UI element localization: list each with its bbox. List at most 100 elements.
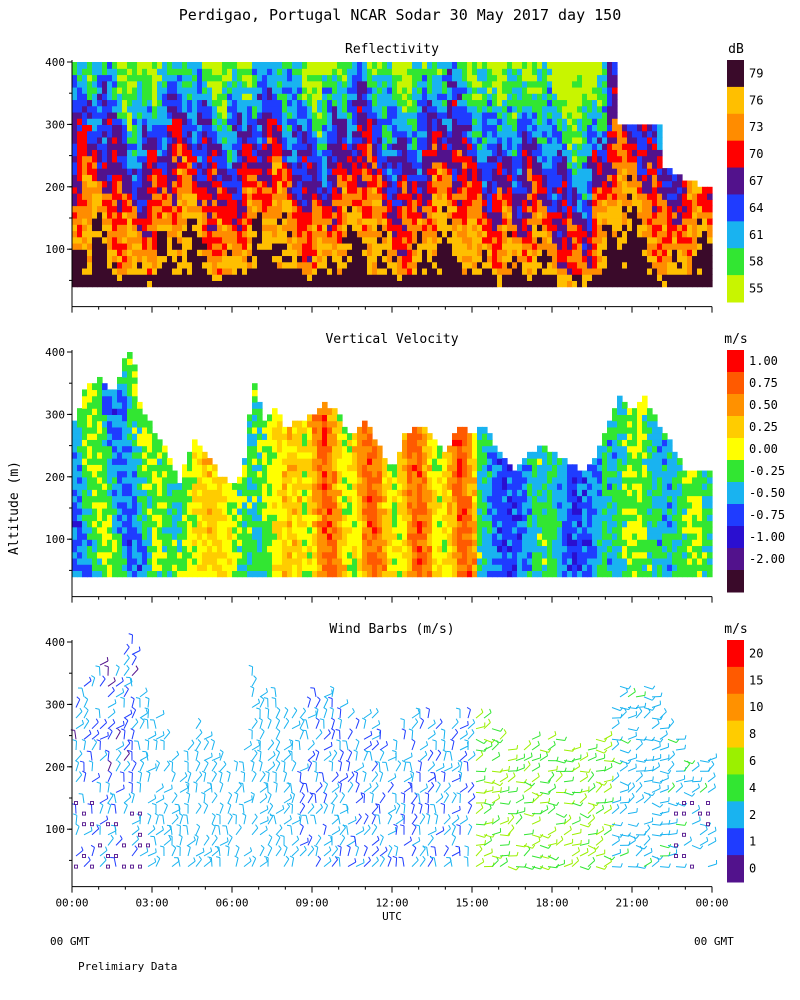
reflectivity-cell bbox=[587, 249, 593, 257]
reflectivity-cell bbox=[232, 211, 238, 219]
reflectivity-cell bbox=[92, 155, 98, 163]
reflectivity-cell bbox=[212, 149, 218, 157]
velocity-cell bbox=[92, 514, 98, 522]
reflectivity-cell bbox=[157, 62, 163, 69]
reflectivity-cell bbox=[307, 136, 313, 144]
reflectivity-cell bbox=[687, 249, 693, 257]
reflectivity-cell bbox=[277, 180, 283, 188]
reflectivity-cell bbox=[542, 280, 548, 288]
reflectivity-cell bbox=[272, 205, 278, 213]
reflectivity-cell bbox=[132, 199, 138, 207]
reflectivity-cell bbox=[532, 218, 538, 225]
reflectivity-cell bbox=[152, 105, 158, 113]
reflectivity-cell bbox=[437, 224, 443, 232]
velocity-cell bbox=[127, 464, 133, 472]
reflectivity-cell bbox=[402, 80, 408, 88]
reflectivity-cell bbox=[362, 249, 368, 257]
reflectivity-cell bbox=[427, 180, 433, 188]
reflectivity-cell bbox=[342, 80, 348, 88]
reflectivity-cell bbox=[172, 161, 178, 169]
reflectivity-cell bbox=[667, 249, 673, 257]
reflectivity-cell bbox=[447, 161, 453, 169]
reflectivity-cell bbox=[237, 261, 243, 269]
reflectivity-cell bbox=[492, 62, 498, 69]
velocity-cell bbox=[92, 539, 98, 547]
reflectivity-cell bbox=[127, 143, 133, 150]
reflectivity-cell bbox=[527, 193, 533, 200]
reflectivity-cell bbox=[207, 124, 213, 132]
reflectivity-cell bbox=[397, 99, 403, 107]
reflectivity-cell bbox=[427, 249, 433, 257]
velocity-cell bbox=[107, 439, 113, 447]
reflectivity-cell bbox=[362, 143, 368, 150]
reflectivity-cell bbox=[627, 186, 633, 194]
reflectivity-cell bbox=[492, 118, 498, 125]
reflectivity-cell bbox=[382, 180, 388, 188]
reflectivity-cell bbox=[697, 249, 703, 257]
reflectivity-cell bbox=[507, 130, 513, 138]
reflectivity-cell bbox=[327, 161, 333, 169]
reflectivity-cell bbox=[187, 149, 193, 157]
reflectivity-cell bbox=[657, 274, 663, 281]
reflectivity-cell bbox=[442, 224, 448, 232]
reflectivity-cell bbox=[132, 255, 138, 263]
reflectivity-cell bbox=[102, 230, 108, 238]
reflectivity-cell bbox=[517, 161, 523, 169]
reflectivity-cell bbox=[502, 274, 508, 281]
reflectivity-cell bbox=[492, 136, 498, 144]
reflectivity-cell bbox=[467, 218, 473, 225]
reflectivity-cell bbox=[467, 255, 473, 263]
reflectivity-cell bbox=[302, 186, 308, 194]
reflectivity-cell bbox=[102, 180, 108, 188]
reflectivity-cell bbox=[417, 118, 423, 125]
reflectivity-cell bbox=[407, 143, 413, 150]
reflectivity-cell bbox=[617, 280, 623, 288]
reflectivity-cell bbox=[72, 68, 78, 76]
velocity-cell bbox=[82, 545, 88, 553]
reflectivity-cell bbox=[407, 118, 413, 125]
reflectivity-cell bbox=[342, 86, 348, 94]
reflectivity-cell bbox=[412, 205, 418, 213]
reflectivity-cell bbox=[437, 143, 443, 150]
reflectivity-cell bbox=[177, 186, 183, 194]
reflectivity-cell bbox=[192, 136, 198, 144]
reflectivity-cell bbox=[597, 249, 603, 257]
reflectivity-cell bbox=[187, 211, 193, 219]
reflectivity-cell bbox=[487, 274, 493, 281]
reflectivity-cell bbox=[477, 105, 483, 113]
reflectivity-cell bbox=[337, 155, 343, 163]
reflectivity-cell bbox=[117, 205, 123, 213]
reflectivity-cell bbox=[412, 236, 418, 244]
reflectivity-cell bbox=[322, 280, 328, 288]
velocity-cell bbox=[157, 476, 163, 484]
reflectivity-cell bbox=[97, 161, 103, 169]
reflectivity-cell bbox=[152, 274, 158, 281]
reflectivity-cell bbox=[602, 68, 608, 76]
reflectivity-cell bbox=[477, 161, 483, 169]
velocity-cell bbox=[107, 483, 113, 490]
reflectivity-cell bbox=[107, 230, 113, 238]
reflectivity-cell bbox=[522, 186, 528, 194]
velocity-cell bbox=[97, 383, 103, 391]
reflectivity-cell bbox=[187, 168, 193, 175]
reflectivity-cell bbox=[157, 236, 163, 244]
reflectivity-cell bbox=[187, 174, 193, 182]
reflectivity-cell bbox=[472, 218, 478, 225]
reflectivity-cell bbox=[457, 118, 463, 125]
reflectivity-cell bbox=[467, 136, 473, 144]
reflectivity-cell bbox=[562, 218, 568, 225]
reflectivity-cell bbox=[647, 224, 653, 232]
reflectivity-cell bbox=[362, 62, 368, 69]
reflectivity-cell bbox=[242, 62, 248, 69]
reflectivity-cell bbox=[227, 199, 233, 207]
velocity-cell bbox=[117, 414, 123, 422]
reflectivity-cell bbox=[412, 93, 418, 101]
reflectivity-cell bbox=[697, 218, 703, 225]
reflectivity-cell bbox=[467, 174, 473, 182]
velocity-cell bbox=[167, 545, 173, 553]
reflectivity-cell bbox=[512, 280, 518, 288]
reflectivity-cell bbox=[572, 267, 578, 275]
reflectivity-cell bbox=[417, 86, 423, 94]
reflectivity-cell bbox=[482, 136, 488, 144]
y-tick-label: 300 bbox=[45, 118, 65, 131]
